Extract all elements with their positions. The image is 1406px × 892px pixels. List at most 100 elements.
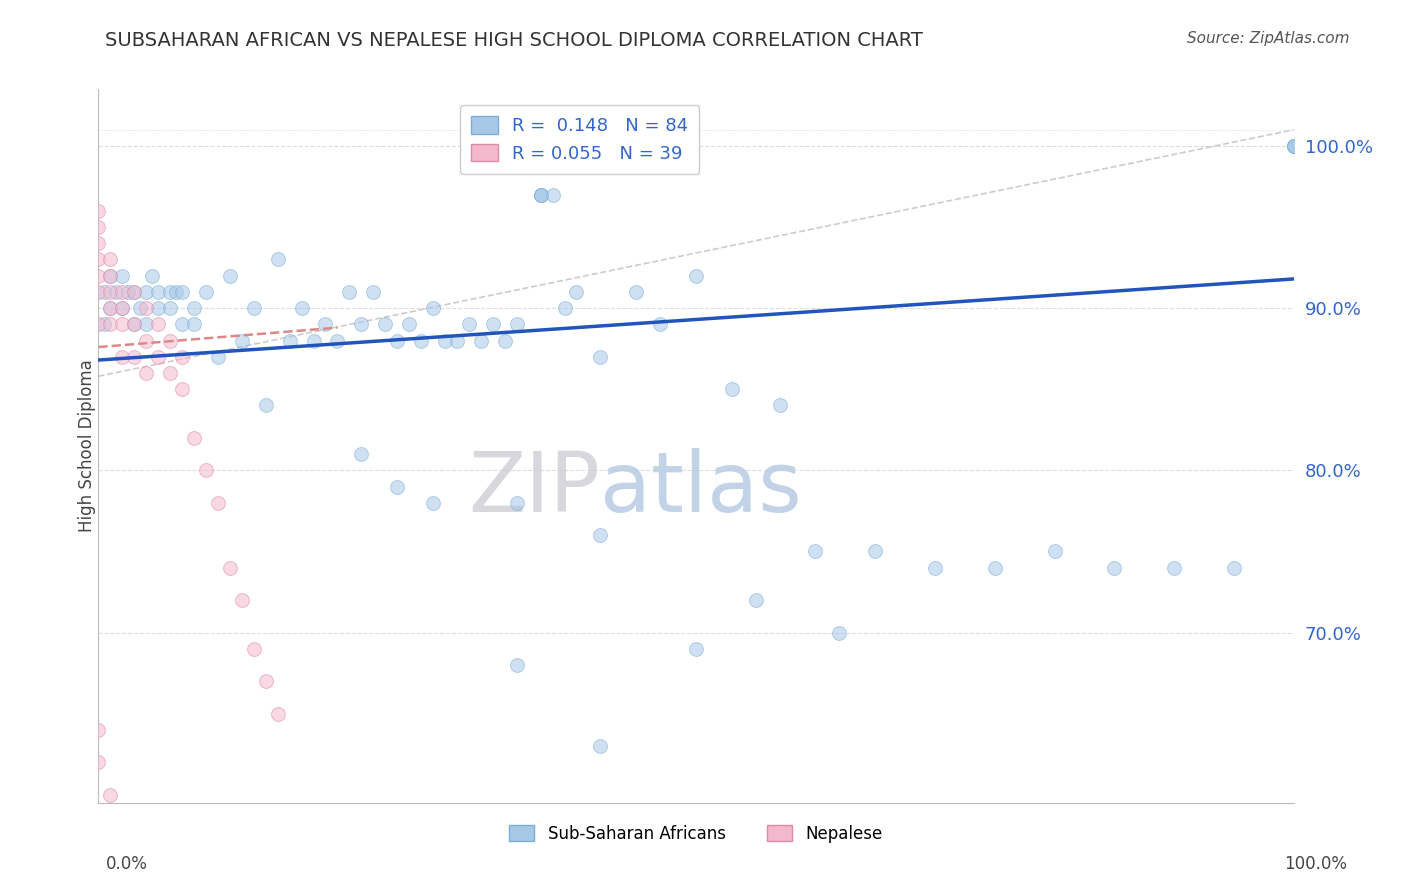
Point — [243, 301, 266, 315]
Point — [589, 739, 612, 753]
Point — [506, 318, 529, 332]
Point — [98, 301, 122, 315]
Point — [745, 593, 768, 607]
Point — [135, 285, 157, 299]
Point — [541, 187, 564, 202]
Point — [350, 447, 373, 461]
Point — [422, 301, 444, 315]
Point — [530, 187, 553, 202]
Point — [219, 560, 242, 574]
Point — [117, 285, 139, 299]
Point — [98, 268, 122, 283]
Point — [254, 674, 277, 689]
Point — [87, 252, 110, 267]
Point — [506, 657, 529, 672]
Point — [398, 318, 420, 332]
Point — [254, 399, 277, 413]
Text: ZIP: ZIP — [468, 449, 600, 529]
Point — [159, 301, 181, 315]
Point — [124, 285, 146, 299]
Point — [124, 318, 146, 332]
Point — [124, 285, 146, 299]
Point — [207, 350, 229, 364]
Point — [111, 268, 134, 283]
Text: atlas: atlas — [600, 449, 801, 529]
Point — [648, 318, 672, 332]
Point — [530, 187, 553, 202]
Point — [291, 301, 314, 315]
Point — [219, 268, 242, 283]
Point — [207, 496, 229, 510]
Point — [589, 350, 612, 364]
Point — [626, 285, 648, 299]
Point — [87, 203, 110, 218]
Point — [183, 431, 205, 445]
Point — [1282, 139, 1305, 153]
Point — [111, 285, 134, 299]
Point — [135, 318, 157, 332]
Point — [87, 220, 110, 235]
Point — [302, 334, 325, 348]
Point — [1282, 139, 1305, 153]
Point — [1223, 560, 1246, 574]
Point — [105, 285, 128, 299]
Point — [565, 285, 588, 299]
Point — [828, 625, 851, 640]
Point — [685, 641, 707, 656]
Point — [984, 560, 1007, 574]
Point — [135, 334, 157, 348]
Point — [481, 318, 505, 332]
Point — [1282, 139, 1305, 153]
Point — [98, 301, 122, 315]
Point — [87, 756, 110, 770]
Point — [1282, 139, 1305, 153]
Point — [87, 285, 110, 299]
Point — [159, 366, 181, 380]
Point — [172, 318, 194, 332]
Point — [422, 496, 444, 510]
Text: 100.0%: 100.0% — [1284, 855, 1347, 872]
Point — [243, 641, 266, 656]
Point — [326, 334, 349, 348]
Y-axis label: High School Diploma: High School Diploma — [79, 359, 96, 533]
Point — [721, 382, 744, 396]
Point — [172, 350, 194, 364]
Point — [267, 252, 290, 267]
Point — [148, 301, 170, 315]
Point — [111, 350, 134, 364]
Point — [148, 318, 170, 332]
Point — [363, 285, 385, 299]
Text: 0.0%: 0.0% — [105, 855, 148, 872]
Point — [267, 706, 290, 721]
Point — [195, 285, 218, 299]
Point — [554, 301, 576, 315]
Point — [411, 334, 433, 348]
Point — [1043, 544, 1066, 558]
Point — [98, 788, 122, 802]
Point — [1104, 560, 1126, 574]
Point — [183, 318, 205, 332]
Point — [87, 268, 110, 283]
Point — [385, 479, 409, 493]
Point — [278, 334, 301, 348]
Point — [385, 334, 409, 348]
Point — [148, 350, 170, 364]
Point — [141, 268, 163, 283]
Point — [124, 350, 146, 364]
Point — [685, 268, 707, 283]
Point — [530, 187, 553, 202]
Point — [434, 334, 457, 348]
Point — [159, 334, 181, 348]
Point — [148, 285, 170, 299]
Point — [231, 334, 253, 348]
Point — [470, 334, 492, 348]
Point — [804, 544, 827, 558]
Point — [129, 301, 152, 315]
Point — [458, 318, 481, 332]
Point — [506, 496, 529, 510]
Point — [374, 318, 396, 332]
Point — [165, 285, 187, 299]
Point — [494, 334, 516, 348]
Point — [172, 382, 194, 396]
Point — [768, 399, 790, 413]
